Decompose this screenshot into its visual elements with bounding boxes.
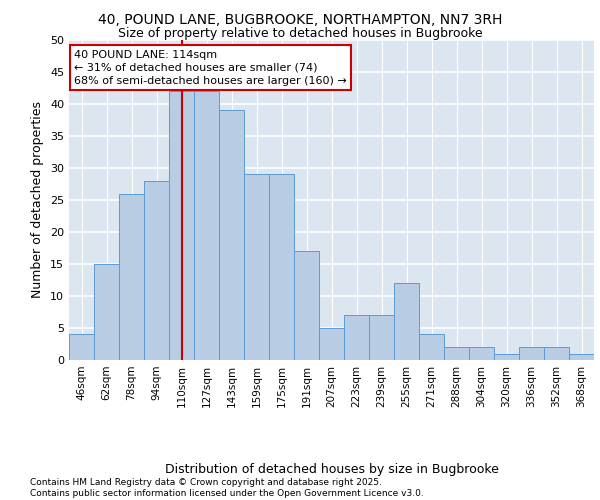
- Bar: [69, 334, 94, 360]
- Bar: [369, 315, 394, 360]
- X-axis label: Distribution of detached houses by size in Bugbrooke: Distribution of detached houses by size …: [164, 462, 499, 475]
- Bar: [569, 354, 594, 360]
- Bar: [444, 347, 469, 360]
- Text: Contains HM Land Registry data © Crown copyright and database right 2025.
Contai: Contains HM Land Registry data © Crown c…: [30, 478, 424, 498]
- Bar: [544, 347, 569, 360]
- Bar: [469, 347, 494, 360]
- Bar: [419, 334, 444, 360]
- Bar: [194, 91, 219, 360]
- Bar: [344, 315, 369, 360]
- Bar: [494, 354, 519, 360]
- Bar: [244, 174, 269, 360]
- Bar: [119, 194, 144, 360]
- Bar: [94, 264, 119, 360]
- Bar: [319, 328, 344, 360]
- Bar: [294, 251, 319, 360]
- Text: 40 POUND LANE: 114sqm
← 31% of detached houses are smaller (74)
68% of semi-deta: 40 POUND LANE: 114sqm ← 31% of detached …: [74, 50, 347, 86]
- Bar: [269, 174, 294, 360]
- Bar: [394, 283, 419, 360]
- Y-axis label: Number of detached properties: Number of detached properties: [31, 102, 44, 298]
- Bar: [219, 110, 244, 360]
- Bar: [519, 347, 544, 360]
- Bar: [144, 181, 169, 360]
- Text: 40, POUND LANE, BUGBROOKE, NORTHAMPTON, NN7 3RH: 40, POUND LANE, BUGBROOKE, NORTHAMPTON, …: [98, 12, 502, 26]
- Bar: [169, 91, 194, 360]
- Text: Size of property relative to detached houses in Bugbrooke: Size of property relative to detached ho…: [118, 28, 482, 40]
